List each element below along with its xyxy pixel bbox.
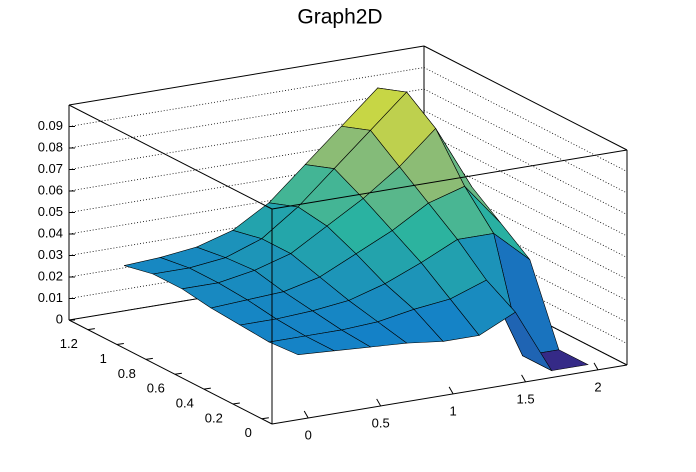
grid-line: [423, 67, 628, 172]
x-tick: [376, 398, 382, 407]
x-tick-label: 2: [594, 379, 601, 394]
z-tick-label: 0.03: [38, 247, 63, 262]
box-edge: [68, 45, 425, 106]
chart-title: Graph2D: [297, 6, 382, 29]
z-tick-label: 0.04: [38, 225, 63, 240]
box-edge: [68, 104, 273, 210]
z-tick-label: 0.05: [38, 204, 63, 219]
z-tick-label: 0.06: [38, 182, 63, 197]
y-tick-label: 1: [100, 351, 107, 366]
y-tick: [116, 343, 124, 346]
axis-line: [68, 319, 273, 425]
y-tick: [232, 402, 240, 405]
grid-line: [423, 131, 628, 237]
x-tick-label: 0: [305, 427, 312, 442]
y-tick: [203, 387, 211, 390]
y-tick: [174, 372, 182, 375]
z-tick-label: 0: [56, 311, 63, 326]
x-tick-label: 0.5: [372, 415, 390, 430]
y-tick-label: 0: [245, 425, 252, 440]
axis-line: [271, 364, 628, 425]
x-tick-label: 1.5: [517, 391, 535, 406]
box-edge: [271, 149, 628, 210]
grid-line: [423, 88, 628, 194]
x-tick-label: 1: [450, 403, 457, 418]
z-tick-label: 0.08: [38, 139, 63, 154]
z-tick-label: 0.01: [38, 290, 63, 305]
x-tick: [303, 410, 309, 419]
grid-line: [423, 174, 628, 280]
box-edge: [423, 45, 628, 151]
z-tick-label: 0.09: [38, 118, 63, 133]
y-tick: [87, 328, 95, 331]
y-tick-label: 0.4: [176, 396, 194, 411]
x-tick: [521, 374, 527, 383]
z-tick-label: 0.02: [38, 268, 63, 283]
x-tick: [593, 362, 599, 371]
z-tick-label: 0.07: [38, 161, 63, 176]
y-tick: [145, 357, 153, 360]
grid-line: [423, 196, 628, 301]
y-tick-label: 0.6: [147, 381, 165, 396]
grid-line: [423, 153, 628, 258]
grid-line: [423, 110, 628, 215]
y-tick-label: 0.8: [118, 366, 136, 381]
y-tick-label: 1.2: [60, 336, 78, 351]
y-tick-label: 0.2: [205, 410, 223, 425]
x-tick: [448, 386, 454, 395]
surface-cell: [268, 335, 336, 356]
y-tick: [261, 417, 269, 420]
